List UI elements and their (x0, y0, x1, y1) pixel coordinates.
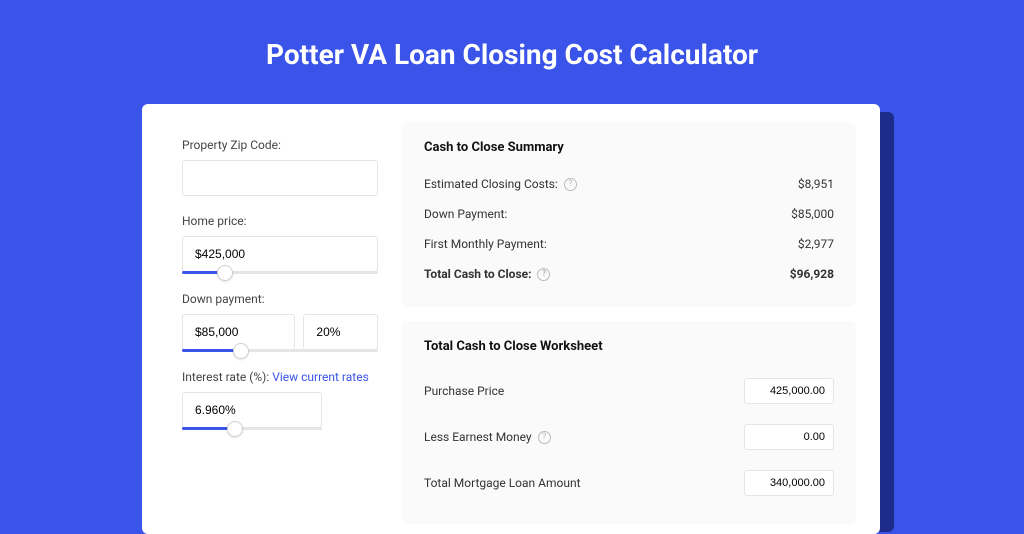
summary-row-closing-costs: Estimated Closing Costs: ? $8,951 (424, 169, 834, 199)
down-payment-field-group: Down payment: (182, 292, 378, 352)
summary-value: $8,951 (798, 177, 834, 191)
down-payment-slider-thumb[interactable] (233, 343, 249, 359)
zip-label: Property Zip Code: (182, 138, 378, 152)
interest-label: Interest rate (%): View current rates (182, 370, 378, 384)
worksheet-input[interactable] (744, 470, 834, 496)
view-rates-link[interactable]: View current rates (272, 370, 369, 384)
interest-label-text: Interest rate (%): (182, 370, 269, 384)
worksheet-title: Total Cash to Close Worksheet (424, 339, 834, 354)
worksheet-label: Purchase Price (424, 384, 504, 398)
down-payment-slider[interactable] (182, 349, 378, 352)
worksheet-row-purchase-price: Purchase Price (424, 368, 834, 414)
calculator-card: Property Zip Code: Home price: Down paym… (142, 104, 880, 534)
worksheet-label: Total Mortgage Loan Amount (424, 476, 581, 490)
summary-label: First Monthly Payment: (424, 237, 547, 251)
interest-field-group: Interest rate (%): View current rates (182, 370, 378, 430)
worksheet-row-total-mortgage: Total Mortgage Loan Amount (424, 460, 834, 506)
inputs-column: Property Zip Code: Home price: Down paym… (142, 104, 402, 534)
home-price-input[interactable] (182, 236, 378, 272)
interest-slider-thumb[interactable] (227, 421, 243, 437)
summary-row-first-payment: First Monthly Payment: $2,977 (424, 229, 834, 259)
summary-panel: Cash to Close Summary Estimated Closing … (402, 122, 856, 307)
down-payment-percent-input[interactable] (303, 314, 378, 350)
interest-slider[interactable] (182, 427, 322, 430)
worksheet-label: Less Earnest Money (424, 430, 532, 444)
help-icon[interactable]: ? (538, 431, 551, 444)
help-icon[interactable]: ? (537, 268, 550, 281)
results-column: Cash to Close Summary Estimated Closing … (402, 104, 880, 534)
worksheet-row-earnest-money: Less Earnest Money ? (424, 414, 834, 460)
zip-field-group: Property Zip Code: (182, 138, 378, 196)
summary-title: Cash to Close Summary (424, 140, 834, 155)
summary-total-value: $96,928 (790, 267, 834, 281)
summary-label: Estimated Closing Costs: (424, 177, 558, 191)
down-payment-label: Down payment: (182, 292, 378, 306)
summary-value: $2,977 (798, 237, 834, 251)
summary-label: Down Payment: (424, 207, 507, 221)
worksheet-input[interactable] (744, 378, 834, 404)
worksheet-input[interactable] (744, 424, 834, 450)
worksheet-panel: Total Cash to Close Worksheet Purchase P… (402, 321, 856, 524)
summary-value: $85,000 (791, 207, 834, 221)
home-price-slider-thumb[interactable] (217, 265, 233, 281)
summary-row-total: Total Cash to Close: ? $96,928 (424, 259, 834, 289)
summary-total-label: Total Cash to Close: (424, 267, 531, 281)
home-price-label: Home price: (182, 214, 378, 228)
home-price-field-group: Home price: (182, 214, 378, 274)
zip-input[interactable] (182, 160, 378, 196)
page-title: Potter VA Loan Closing Cost Calculator (0, 0, 1024, 97)
interest-input[interactable] (182, 392, 322, 428)
help-icon[interactable]: ? (564, 178, 577, 191)
summary-row-down-payment: Down Payment: $85,000 (424, 199, 834, 229)
home-price-slider[interactable] (182, 271, 378, 274)
